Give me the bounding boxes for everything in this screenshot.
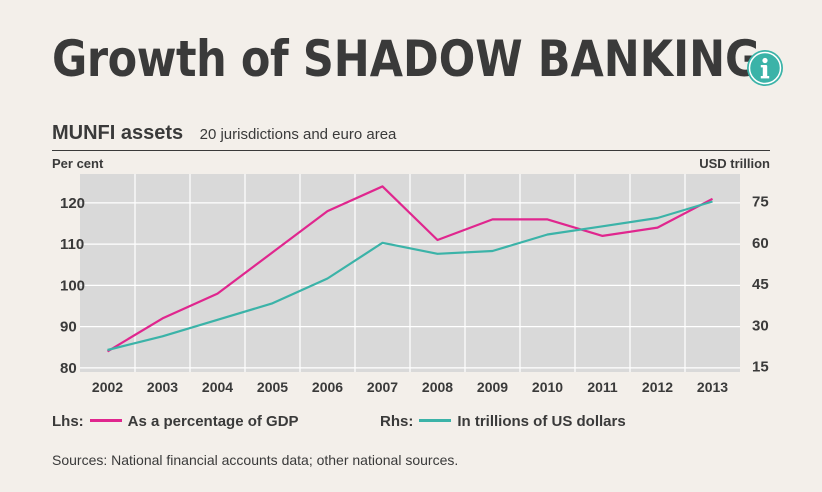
legend-gdp: Lhs: As a percentage of GDP bbox=[52, 413, 299, 430]
x-axis-tick: 2003 bbox=[147, 379, 178, 395]
series-line-usd bbox=[107, 200, 713, 352]
subtitle-row: MUNFI assets 20 jurisdictions and euro a… bbox=[52, 122, 396, 145]
left-axis-label: Per cent bbox=[52, 156, 104, 171]
source-note: Sources: National financial accounts dat… bbox=[52, 452, 459, 468]
x-axis-tick: 2010 bbox=[532, 379, 563, 395]
legend-usd-swatch bbox=[419, 419, 452, 423]
right-axis-tick: 45 bbox=[752, 276, 769, 293]
chart-subtitle: MUNFI assets bbox=[52, 122, 184, 144]
left-axis-tick: 90 bbox=[60, 319, 77, 336]
title-prefix: Growth of bbox=[52, 30, 303, 88]
left-axis-tick: 120 bbox=[60, 195, 85, 212]
x-axis-tick: 2007 bbox=[367, 379, 398, 395]
right-axis-label: USD trillion bbox=[699, 156, 770, 171]
series-line-gdp bbox=[106, 185, 714, 353]
header-divider bbox=[52, 150, 770, 151]
info-icon[interactable] bbox=[746, 49, 784, 87]
legend-usd-prefix: Rhs: bbox=[380, 413, 414, 430]
legend-gdp-label: As a percentage of GDP bbox=[127, 413, 299, 430]
right-axis-tick: 15 bbox=[752, 359, 769, 376]
title-emphasis: SHADOW BANKING bbox=[302, 30, 761, 88]
left-axis-tick: 80 bbox=[60, 360, 77, 377]
left-axis-tick: 110 bbox=[60, 236, 84, 253]
x-axis-tick: 2004 bbox=[202, 379, 233, 395]
x-axis-tick: 2006 bbox=[312, 379, 343, 395]
chart-title: Growth of SHADOW BANKING bbox=[52, 34, 760, 84]
x-axis-tick: 2009 bbox=[477, 379, 508, 395]
legend-gdp-swatch bbox=[89, 419, 122, 423]
chart-subnote: 20 jurisdictions and euro area bbox=[199, 126, 397, 143]
left-axis-tick: 100 bbox=[60, 277, 85, 294]
x-axis-tick: 2013 bbox=[697, 379, 728, 395]
right-axis-tick: 75 bbox=[752, 194, 769, 211]
right-axis-tick: 30 bbox=[752, 317, 769, 334]
x-axis-tick: 2005 bbox=[257, 379, 288, 395]
legend-gdp-prefix: Lhs: bbox=[52, 413, 84, 430]
x-axis-tick: 2011 bbox=[587, 379, 618, 395]
x-axis-tick: 2012 bbox=[642, 379, 673, 395]
legend-usd: Rhs: In trillions of US dollars bbox=[380, 413, 626, 430]
legend-usd-label: In trillions of US dollars bbox=[457, 413, 626, 430]
x-axis-tick: 2008 bbox=[422, 379, 453, 395]
x-axis-tick: 2002 bbox=[92, 379, 123, 395]
right-axis-tick: 60 bbox=[752, 235, 769, 252]
